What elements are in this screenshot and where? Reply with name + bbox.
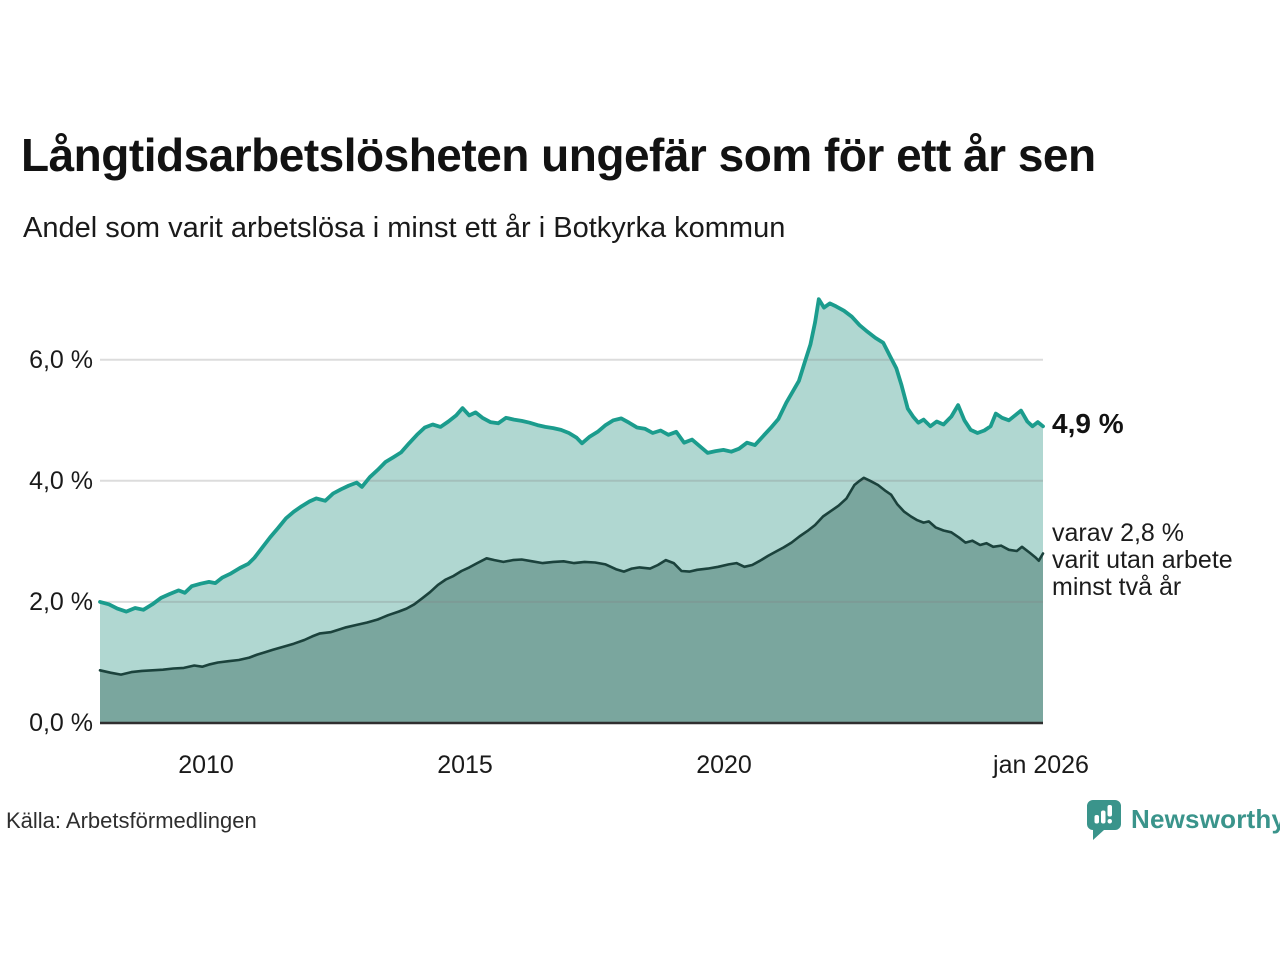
x-axis-label-jan-2026: jan 2026: [993, 751, 1089, 779]
two-year-note: varav 2,8 % varit utan arbete minst två …: [1052, 520, 1233, 601]
chart-subtitle: Andel som varit arbetslösa i minst ett å…: [23, 212, 786, 244]
two-year-note-line-2: varit utan arbete: [1052, 546, 1233, 574]
x-axis-label-2010: 2010: [178, 751, 234, 779]
newsworthy-wordmark: Newsworthy: [1131, 804, 1280, 834]
two-year-note-line-1: varav 2,8 %: [1052, 519, 1185, 547]
latest-value-label: 4,9 %: [1052, 408, 1124, 439]
newsworthy-bubble-icon: [1087, 800, 1121, 840]
newsworthy-logo: Newsworthy: [1086, 799, 1280, 840]
source-note: Källa: Arbetsförmedlingen: [6, 808, 257, 833]
x-axis-label-2015: 2015: [437, 751, 493, 779]
y-axis-label-4: 4,0 %: [29, 467, 93, 495]
chart-title: Långtidsarbetslösheten ungefär som för e…: [21, 129, 1096, 181]
y-axis-label-2: 2,0 %: [29, 588, 93, 616]
y-axis-label-6: 6,0 %: [29, 346, 93, 374]
x-axis-label-2020: 2020: [696, 751, 752, 779]
y-axis-label-0: 0,0 %: [29, 709, 93, 737]
two-year-note-line-3: minst två år: [1052, 573, 1182, 601]
